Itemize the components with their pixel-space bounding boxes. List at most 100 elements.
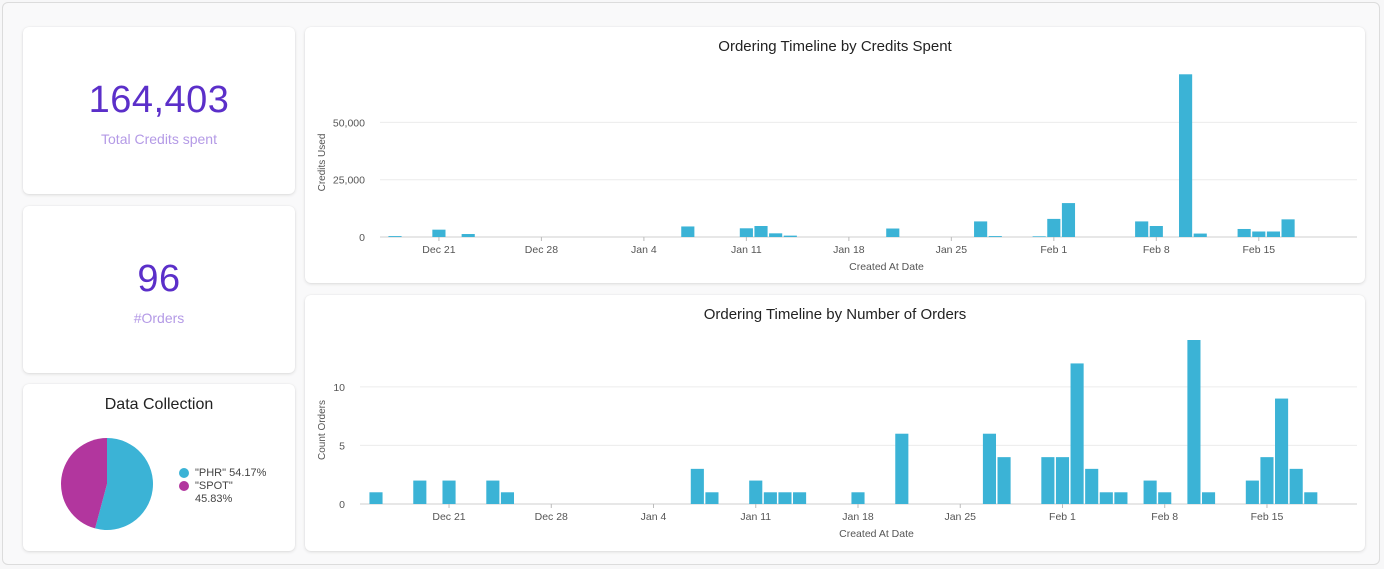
bar xyxy=(1245,480,1259,504)
x-tick-label: Jan 25 xyxy=(936,244,968,256)
bar xyxy=(500,492,515,504)
x-tick-label: Feb 1 xyxy=(1049,511,1076,523)
x-axis-label: Created At Date xyxy=(849,261,924,273)
kpi-value: 164,403 xyxy=(88,79,230,121)
pie-title: Data Collection xyxy=(104,396,214,413)
legend-dot-phr xyxy=(179,468,189,478)
bar xyxy=(778,492,792,504)
bar xyxy=(1070,363,1084,504)
x-tick-label: Jan 18 xyxy=(833,244,865,256)
kpi-card-total-credits: 164,403 Total Credits spent xyxy=(23,27,295,194)
x-tick-label: Dec 21 xyxy=(432,511,465,523)
y-axis-label: Count Orders xyxy=(317,400,328,460)
legend-label-spot: "SPOT" 45.83% xyxy=(195,480,233,506)
bar xyxy=(705,492,719,504)
y-tick-label: 50,000 xyxy=(333,117,365,129)
bar xyxy=(432,229,446,237)
bar xyxy=(1237,228,1251,237)
legend-series-pct: 54.17% xyxy=(229,467,267,479)
x-tick-label: Jan 11 xyxy=(740,511,771,523)
bar xyxy=(1289,468,1303,504)
bar xyxy=(1041,457,1055,504)
bar xyxy=(763,492,777,504)
bar xyxy=(974,221,988,237)
x-tick-label: Jan 18 xyxy=(842,511,874,523)
bar xyxy=(1275,398,1289,504)
bar xyxy=(783,235,797,237)
kpi-value: 96 xyxy=(137,258,181,300)
orders-bar-chart: Ordering Timeline by Number of Orders 0 5 1… xyxy=(317,306,1357,540)
x-tick-label: Jan 4 xyxy=(641,511,667,523)
bar xyxy=(997,457,1011,504)
pie-slice xyxy=(61,438,107,529)
x-axis-label: Created At Date xyxy=(839,528,914,540)
bar xyxy=(1201,492,1216,504)
legend-series-name: "PHR" xyxy=(195,467,227,479)
bar xyxy=(895,433,909,504)
bar xyxy=(1149,226,1163,237)
bar xyxy=(769,233,783,237)
x-tick-label: Dec 28 xyxy=(535,511,568,523)
legend-label-phr: "PHR" 54.17% xyxy=(195,467,266,480)
y-tick-label: 25,000 xyxy=(333,175,365,187)
data-collection-card: Data Collection "PHR" 54.17% "SPOT" 45.8… xyxy=(23,384,295,551)
bar xyxy=(690,468,704,504)
y-axis-label: Credits Used xyxy=(317,134,328,192)
bar xyxy=(413,480,427,504)
x-tick-label: Feb 8 xyxy=(1143,244,1170,256)
bar xyxy=(749,480,763,504)
bar xyxy=(1099,492,1113,504)
kpi-label: #Orders xyxy=(133,310,185,326)
kpi-card-orders: 96 #Orders xyxy=(23,206,295,373)
x-tick-label: Dec 21 xyxy=(422,244,455,256)
bar xyxy=(1158,492,1172,504)
pie-slice xyxy=(95,438,154,530)
bar xyxy=(982,433,997,504)
bar xyxy=(461,234,475,237)
bar xyxy=(754,226,768,237)
legend-series-name: "SPOT" xyxy=(195,480,233,492)
pie-chart xyxy=(61,438,154,530)
x-tick-label: Feb 15 xyxy=(1251,511,1284,523)
bar xyxy=(739,228,753,237)
credits-bar-chart: Ordering Timeline by Credits Spent 0 25,00… xyxy=(317,38,1357,273)
bar xyxy=(442,480,456,504)
bar xyxy=(1135,221,1149,237)
bar xyxy=(1114,492,1128,504)
legend-dot-spot xyxy=(179,481,189,491)
bar xyxy=(1252,231,1266,237)
y-tick-label: 5 xyxy=(339,440,345,452)
x-tick-label: Jan 11 xyxy=(731,244,762,256)
bar xyxy=(1032,236,1046,237)
bar xyxy=(1085,468,1099,504)
bar xyxy=(486,480,500,504)
legend-series-pct: 45.83% xyxy=(195,493,233,505)
x-tick-label: Feb 1 xyxy=(1040,244,1067,256)
kpi-label: Total Credits spent xyxy=(101,131,217,147)
bar xyxy=(1281,219,1295,237)
y-tick-label: 10 xyxy=(333,382,345,394)
bar xyxy=(1193,233,1207,237)
y-tick-label: 0 xyxy=(359,232,365,244)
bar xyxy=(1179,74,1193,237)
bar xyxy=(851,492,865,504)
y-tick-label: 0 xyxy=(339,499,345,511)
bar xyxy=(1047,218,1061,237)
bar xyxy=(1266,231,1281,237)
bar xyxy=(1260,457,1274,504)
bar xyxy=(1055,457,1070,504)
bar xyxy=(1187,340,1201,504)
bar xyxy=(369,492,383,504)
x-tick-label: Feb 15 xyxy=(1242,244,1275,256)
x-tick-label: Dec 28 xyxy=(525,244,558,256)
x-tick-label: Feb 8 xyxy=(1151,511,1178,523)
x-tick-label: Jan 4 xyxy=(631,244,657,256)
bar xyxy=(1304,492,1318,504)
bar xyxy=(1061,203,1076,237)
orders-chart-card: Ordering Timeline by Number of Orders 0 5 1… xyxy=(305,295,1365,551)
chart-title: Ordering Timeline by Credits Spent xyxy=(718,38,952,55)
credits-chart-card: Ordering Timeline by Credits Spent 0 25,00… xyxy=(305,27,1365,283)
bar xyxy=(988,236,1002,237)
bar xyxy=(681,226,695,237)
bar xyxy=(886,228,900,237)
